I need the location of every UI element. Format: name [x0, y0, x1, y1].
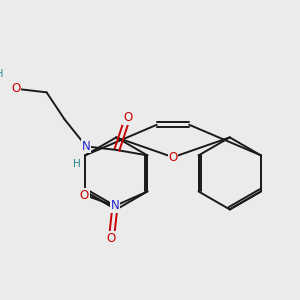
- Text: O: O: [123, 111, 132, 124]
- Text: N: N: [82, 140, 91, 153]
- Text: H: H: [0, 69, 4, 79]
- Text: O: O: [11, 82, 21, 95]
- Text: H: H: [73, 159, 81, 170]
- Text: N: N: [111, 199, 119, 212]
- Text: O: O: [168, 151, 178, 164]
- Text: O: O: [80, 188, 89, 202]
- Text: O: O: [107, 232, 116, 245]
